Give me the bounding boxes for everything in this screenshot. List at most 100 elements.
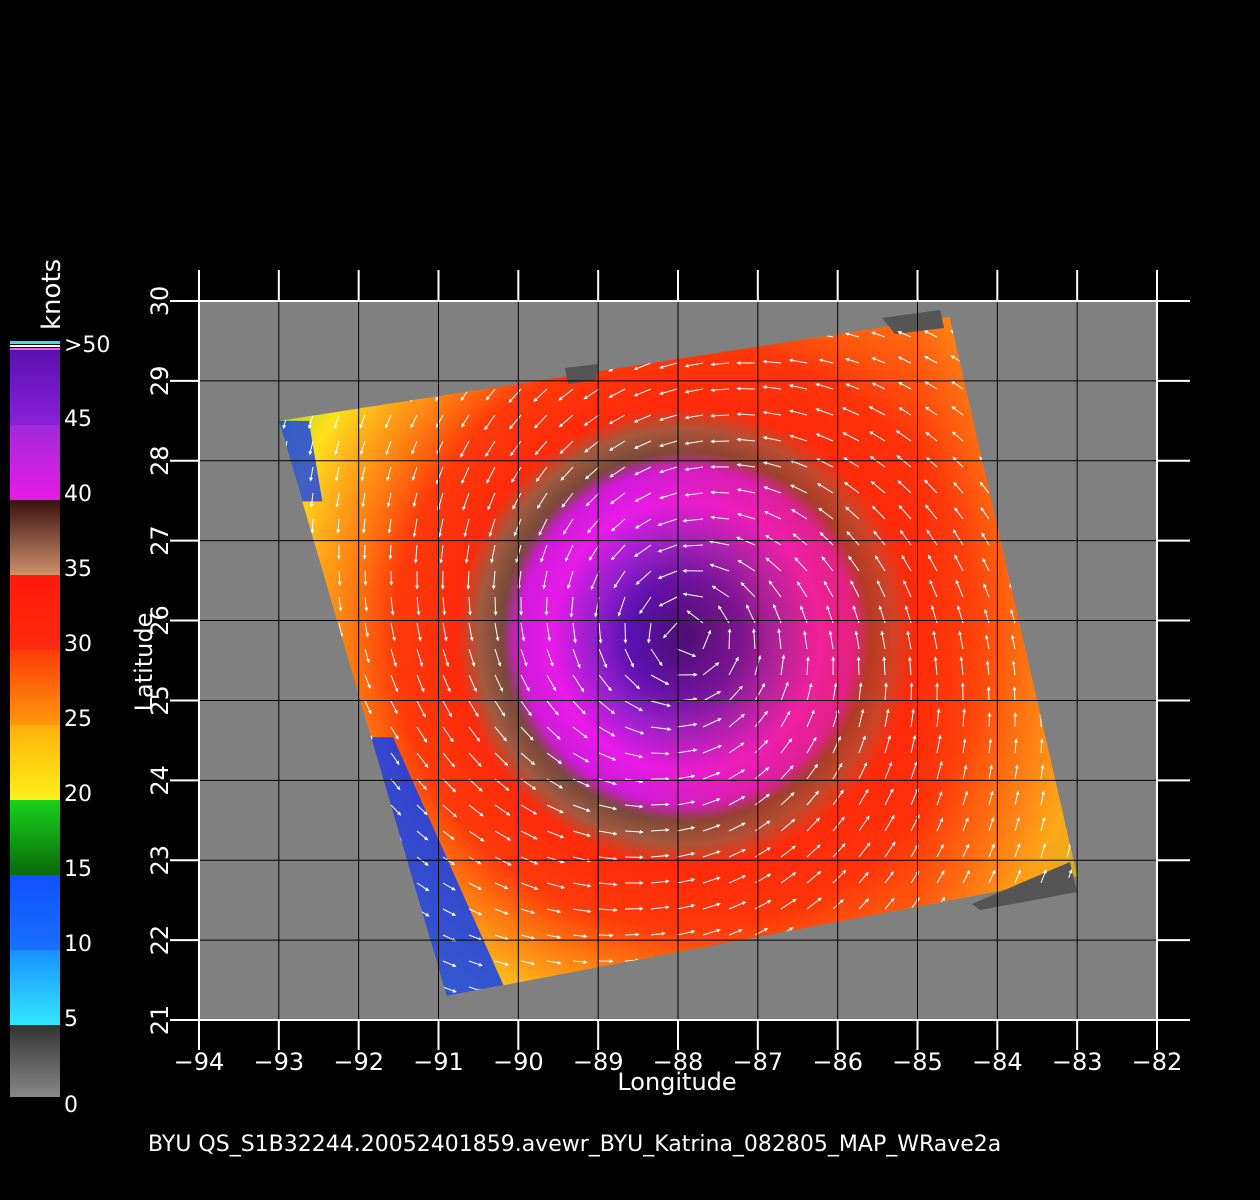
wind-vector [338, 596, 343, 612]
wind-vector [460, 440, 470, 458]
wind-vector [390, 804, 402, 816]
wind-vector [981, 532, 990, 546]
wind-vector [1014, 843, 1021, 858]
wind-vector [572, 830, 591, 837]
wind-vector [1040, 790, 1046, 806]
wind-vector [959, 656, 964, 676]
wind-vector [572, 674, 585, 693]
wind-vector [624, 700, 643, 712]
nodata-patch-se [972, 862, 1077, 910]
wind-vector [953, 482, 964, 494]
wind-vector [598, 726, 616, 737]
wind-vector [659, 414, 678, 422]
wind-vector [702, 798, 721, 806]
wind-vector [1013, 738, 1018, 754]
wind-vector [364, 648, 370, 664]
wind-vector [882, 656, 887, 676]
wind-vector [598, 674, 612, 692]
wind-vector [988, 738, 993, 754]
wind-vector [832, 843, 846, 858]
x-tick-label: −88 [653, 1048, 704, 1076]
wind-vector [780, 710, 791, 728]
wind-vector [754, 710, 768, 728]
wind-vector [598, 907, 618, 912]
wind-vector [684, 466, 704, 472]
wind-vector [442, 700, 453, 718]
wind-vector [988, 764, 994, 780]
wind-vector [510, 440, 522, 457]
wind-vector [416, 856, 429, 866]
wind-vector [952, 456, 964, 468]
wind-vector [728, 769, 746, 780]
colorbar-band-30_35 [10, 575, 60, 650]
wind-vector [987, 712, 992, 728]
wind-vector [650, 726, 672, 732]
wind-vector [817, 483, 834, 494]
colorbar-band-45_50 [10, 350, 60, 425]
wind-vector [980, 507, 990, 520]
wind-vector [624, 804, 644, 809]
wind-vector [936, 817, 944, 832]
wind-vector [520, 960, 536, 966]
wind-vector [988, 869, 996, 884]
wind-vector [815, 382, 834, 390]
y-tick-labels: 30 29 28 27 26 25 24 23 22 21 [146, 286, 174, 1036]
wind-vector [924, 479, 938, 494]
wind-vector [572, 908, 592, 914]
wind-vector [880, 630, 886, 650]
wind-vector [871, 382, 886, 390]
wind-vector [676, 878, 696, 884]
wind-vector [702, 850, 721, 858]
wind-vector [926, 529, 938, 546]
wind-vector [858, 871, 869, 884]
wind-vector [676, 903, 696, 910]
wind-vector [1040, 816, 1046, 832]
wind-vector [792, 533, 808, 546]
wind-vector [390, 700, 398, 715]
wind-vector [461, 466, 470, 485]
wind-vector [962, 870, 970, 884]
y-tick-label: 30 [146, 286, 174, 317]
wind-vector [468, 960, 483, 967]
wind-vector [710, 362, 730, 367]
wind-vector [442, 830, 455, 840]
wind-vector [897, 356, 912, 364]
colorbar-tick-labels: >50 45 40 35 30 25 20 15 10 5 0 [64, 333, 110, 1118]
wind-vector [416, 596, 421, 616]
wind-vector [546, 622, 552, 642]
wind-vector [898, 407, 912, 416]
wind-vector [494, 752, 509, 767]
wind-vector [309, 492, 314, 508]
wind-vector [635, 570, 652, 585]
colorbar-tick-label: 0 [64, 1093, 78, 1118]
y-tick-label: 26 [146, 605, 174, 636]
wind-vector [988, 790, 994, 806]
wind-vector [910, 761, 918, 780]
wind-vector [844, 332, 860, 338]
wind-vector [494, 934, 509, 941]
wind-vector [873, 530, 886, 546]
wind-vector [588, 544, 600, 561]
wind-vector [512, 492, 522, 510]
wind-vector [634, 518, 652, 529]
wind-vector [462, 492, 470, 511]
wind-vector [788, 409, 808, 416]
wind-vector [682, 518, 704, 523]
wind-vector [461, 414, 470, 428]
wind-vector [572, 882, 592, 888]
wind-vector [583, 414, 600, 426]
wind-vector [909, 682, 914, 702]
y-tick-label: 22 [146, 925, 174, 956]
wind-vector [869, 456, 886, 468]
wind-vector [533, 388, 548, 402]
wind-vector [508, 388, 522, 403]
wind-vector [907, 656, 912, 676]
wind-vector [608, 388, 626, 398]
wind-vector [520, 648, 528, 667]
wind-vector [520, 804, 538, 815]
wind-vector [884, 761, 893, 780]
wind-vector [650, 905, 670, 910]
y-tick-label: 28 [146, 446, 174, 477]
wind-vector [815, 408, 834, 416]
wind-vector [624, 932, 640, 937]
